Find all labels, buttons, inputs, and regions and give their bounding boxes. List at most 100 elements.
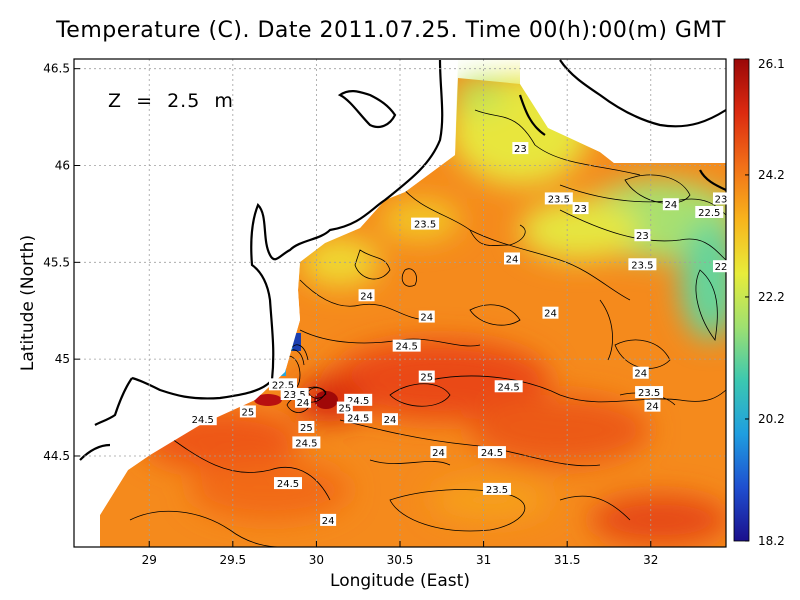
contour-label-box bbox=[632, 366, 649, 379]
contour-label: 23 bbox=[512, 142, 529, 155]
contour-label: 24.5 bbox=[344, 411, 373, 424]
colorbar-ticks: 18.2 20.2 22.2 24.2 26.1 bbox=[745, 57, 785, 548]
contour-label: 23 bbox=[712, 192, 729, 205]
contour-label: 23 bbox=[634, 229, 651, 242]
contour-label-text: 24.5 bbox=[481, 448, 503, 459]
contour-label: 24 bbox=[295, 395, 312, 409]
contour-label-box bbox=[298, 420, 315, 433]
contour-label: 22.5 bbox=[695, 205, 724, 219]
contour-label-box bbox=[635, 386, 664, 399]
coastline bbox=[79, 59, 727, 461]
contour-label-text: 24.5 bbox=[396, 342, 418, 353]
contour-label: 23 bbox=[572, 202, 589, 215]
colorbar-tick-label: 24.2 bbox=[758, 168, 785, 182]
contour-label: 24 bbox=[662, 198, 679, 211]
y-tick-label: 45 bbox=[55, 352, 70, 366]
contour-label-text: 24 bbox=[506, 254, 519, 265]
contour-label: 24 bbox=[320, 513, 337, 527]
contour-label-text: 24 bbox=[322, 516, 335, 527]
contour-label: 23.5 bbox=[628, 258, 657, 271]
colorbar-tick-label: 26.1 bbox=[758, 57, 785, 71]
y-tick-label: 45.5 bbox=[43, 255, 70, 269]
contour-label-text: 24 bbox=[420, 313, 433, 324]
contour-label-box bbox=[542, 306, 559, 319]
contour-label-box bbox=[358, 289, 375, 302]
contour-label-text: 24 bbox=[646, 402, 659, 413]
contour-label-box bbox=[512, 142, 529, 155]
contour-label: 24 bbox=[644, 399, 661, 413]
contour-label-box bbox=[381, 413, 398, 426]
contour-label-text: 24 bbox=[634, 369, 647, 380]
contour-label: 25 bbox=[418, 370, 435, 384]
contour-label-text: 24 bbox=[432, 448, 445, 459]
contour-label: 24 bbox=[632, 366, 649, 380]
contour-label-text: 24.5 bbox=[277, 479, 299, 490]
y-tick-label: 46.5 bbox=[43, 62, 70, 76]
contour-label-text: 24 bbox=[297, 398, 310, 409]
chart-title: Temperature (C). Date 2011.07.25. Time 0… bbox=[56, 18, 726, 43]
contour-label-text: 25 bbox=[420, 373, 433, 384]
contour-label: 24 bbox=[542, 306, 559, 320]
contour-label-box bbox=[418, 370, 435, 383]
contour-label-box bbox=[494, 380, 523, 393]
contour-label: 23.5 bbox=[482, 482, 511, 496]
contour-label-text: 24.5 bbox=[347, 396, 369, 407]
contour-label: 22.5 bbox=[268, 378, 297, 391]
y-axis: 44.5 45 45.5 46 46.5 bbox=[43, 62, 80, 463]
contour-label-box bbox=[482, 482, 511, 495]
grid-lines bbox=[74, 59, 726, 547]
x-tick-label: 31.5 bbox=[554, 553, 581, 567]
contour-label-text: 25 bbox=[300, 423, 313, 434]
y-tick-label: 44.5 bbox=[43, 449, 70, 463]
contour-label-text: 22.5 bbox=[698, 208, 720, 219]
contour-lines bbox=[129, 109, 726, 547]
contour-label-text: 23.5 bbox=[638, 388, 660, 399]
contour-label: 24.5 bbox=[392, 339, 421, 353]
contour-label: 24 bbox=[418, 310, 435, 324]
contour-label-text: 24.5 bbox=[498, 382, 520, 393]
contour-label-box bbox=[712, 260, 729, 273]
contour-label-box bbox=[634, 229, 651, 242]
contour-label-text: 23.5 bbox=[284, 390, 306, 401]
contour-label-box bbox=[644, 399, 661, 412]
contour-label-box bbox=[477, 446, 506, 459]
y-tick-label: 46 bbox=[55, 159, 70, 173]
contour-label-text: 24 bbox=[544, 309, 557, 320]
colorbar-tick-label: 22.2 bbox=[758, 290, 785, 304]
warm-eddy bbox=[314, 391, 338, 409]
x-axis-label: Longitude (East) bbox=[330, 571, 470, 591]
contour-label-box bbox=[239, 405, 256, 418]
contour-label-box bbox=[572, 202, 589, 215]
colorbar-tick-label: 20.2 bbox=[758, 412, 785, 426]
contour-label-text: 24.5 bbox=[295, 438, 317, 449]
contour-label-text: 23.5 bbox=[486, 485, 508, 496]
contour-label-text: 23 bbox=[636, 231, 649, 242]
contour-label-box bbox=[188, 413, 217, 426]
contour-label: 24.5 bbox=[292, 436, 321, 449]
contour-label-text: 25 bbox=[338, 404, 351, 415]
x-axis: 29 29.5 30 30.5 31 31.5 32 bbox=[142, 541, 658, 567]
colorbar bbox=[733, 58, 750, 542]
contour-label: 24 bbox=[358, 289, 375, 302]
contour-label: 24 bbox=[381, 413, 398, 426]
x-tick-label: 29 bbox=[142, 553, 157, 567]
contour-label-text: 24 bbox=[384, 415, 397, 426]
contour-label-box bbox=[695, 205, 724, 218]
contour-label-text: 23.5 bbox=[548, 194, 570, 205]
contour-label-box bbox=[320, 513, 337, 526]
colorbar-tick-label: 18.2 bbox=[758, 534, 785, 548]
contour-label-text: 23.5 bbox=[631, 260, 653, 271]
contour-label-box bbox=[418, 310, 435, 323]
contour-label-box bbox=[295, 395, 312, 408]
contour-label-box bbox=[544, 192, 573, 205]
contour-label-box bbox=[392, 339, 421, 352]
contour-label-box bbox=[268, 378, 297, 391]
contour-label: 25 bbox=[298, 420, 315, 434]
x-tick-label: 30 bbox=[309, 553, 324, 567]
contour-label: 24.5 bbox=[477, 446, 506, 459]
contour-label: 24.5 bbox=[494, 380, 523, 393]
contour-label: 23.5 bbox=[635, 386, 664, 399]
contour-label-box bbox=[411, 217, 440, 230]
contour-label-box bbox=[336, 401, 353, 414]
contour-label-box bbox=[344, 411, 373, 424]
